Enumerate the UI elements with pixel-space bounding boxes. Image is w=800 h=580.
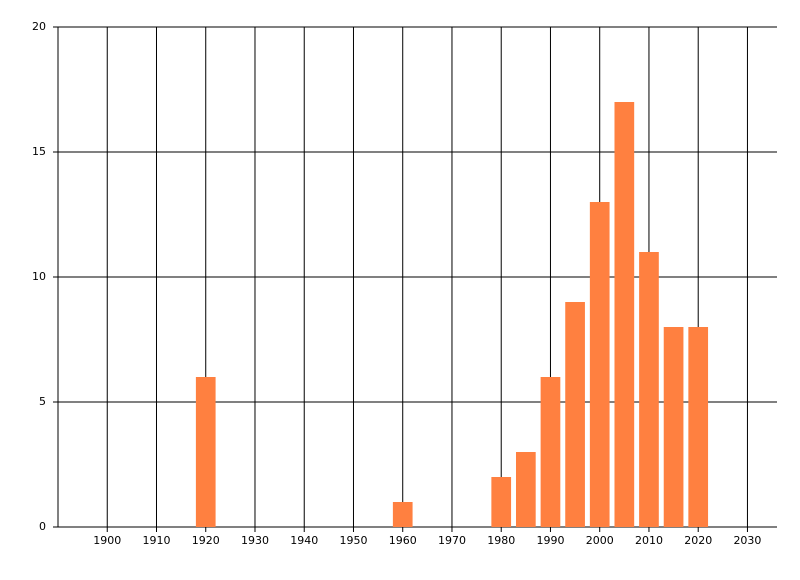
y-tick-label: 5 [39,395,46,408]
x-tick-label: 1900 [93,534,121,547]
x-tick-label: 1980 [487,534,515,547]
bar [491,477,512,527]
x-tick-label: 1970 [438,534,466,547]
bar [392,502,413,527]
x-tick-label: 1940 [290,534,318,547]
bar [540,377,561,527]
bar [195,377,216,527]
x-tick-label: 1960 [389,534,417,547]
bar [663,327,684,527]
bar [639,252,659,527]
x-tick-label: 1930 [241,534,269,547]
y-tick-label: 20 [32,20,46,33]
x-tick-label: 2020 [684,534,712,547]
x-tick-label: 2030 [733,534,761,547]
bar [589,202,610,527]
bar [565,302,585,527]
x-tick-label: 2010 [635,534,663,547]
bar [688,327,709,527]
y-tick-label: 15 [32,145,46,158]
y-tick-label: 10 [32,270,46,283]
bar [614,102,635,527]
x-tick-label: 2000 [586,534,614,547]
bar [515,452,536,527]
x-tick-label: 1950 [339,534,367,547]
x-tick-label: 1990 [536,534,564,547]
y-tick-label: 0 [39,520,46,533]
x-tick-label: 1910 [142,534,170,547]
x-tick-label: 1920 [192,534,220,547]
